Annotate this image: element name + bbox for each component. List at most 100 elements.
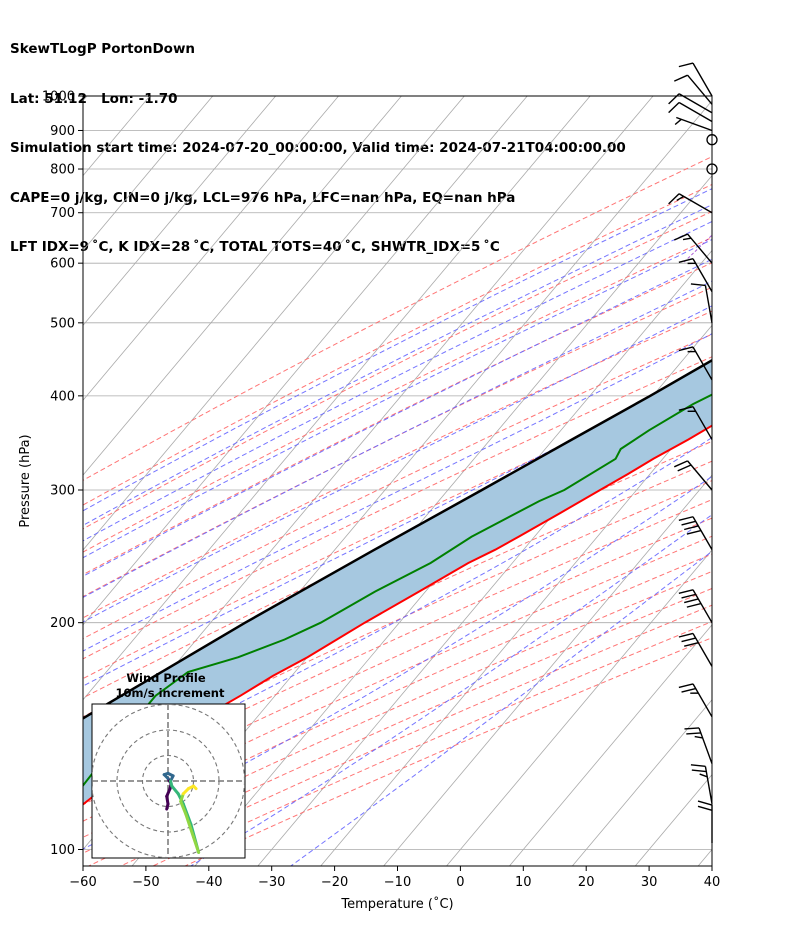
hodograph-content bbox=[92, 704, 245, 858]
barb-feather bbox=[686, 529, 702, 535]
y-tick-label: 1000 bbox=[42, 90, 75, 105]
wind-barb bbox=[678, 589, 713, 624]
hodograph-title: Wind Profile bbox=[126, 671, 206, 685]
barb-staff bbox=[692, 516, 713, 551]
moist-adiabat bbox=[83, 220, 712, 542]
barb-feather bbox=[682, 237, 692, 241]
y-tick-label: 800 bbox=[50, 163, 75, 178]
cin-cape-shading bbox=[83, 360, 712, 805]
x-tick-label: −20 bbox=[321, 875, 348, 890]
barb-feather bbox=[694, 735, 703, 739]
mixing-ratio-line bbox=[745, 80, 794, 263]
wind-barb bbox=[678, 405, 713, 440]
barb-staff bbox=[687, 74, 713, 105]
barb-staff bbox=[692, 683, 713, 718]
barb-feather bbox=[678, 632, 694, 638]
dewpoint-line bbox=[83, 393, 712, 788]
barb-staff bbox=[692, 346, 713, 381]
barb-feather bbox=[676, 195, 685, 202]
isotherm bbox=[508, 624, 712, 866]
y-tick-label: 600 bbox=[50, 257, 75, 272]
x-tick-label: −30 bbox=[258, 875, 285, 890]
y-tick-label: 500 bbox=[50, 316, 75, 331]
y-tick-label: 100 bbox=[50, 843, 75, 858]
barb-feather bbox=[673, 74, 688, 82]
barb-staff bbox=[692, 633, 713, 667]
barb-staff bbox=[692, 589, 713, 624]
wind-barbs bbox=[668, 62, 718, 844]
barb-staff bbox=[687, 460, 713, 491]
barb-feather bbox=[699, 773, 708, 778]
barb-feather bbox=[668, 93, 680, 105]
y-tick-label: 900 bbox=[50, 124, 75, 139]
y-tick-label: 700 bbox=[50, 206, 75, 221]
barb-staff bbox=[704, 285, 713, 323]
barb-feather bbox=[681, 637, 696, 643]
barb-feather bbox=[686, 732, 701, 735]
x-tick-label: 30 bbox=[641, 875, 658, 890]
x-tick-label: 20 bbox=[578, 875, 595, 890]
wind-barb bbox=[678, 516, 713, 551]
dry-adiabat bbox=[184, 637, 712, 866]
barb-feather bbox=[678, 516, 694, 521]
wind-barb bbox=[673, 460, 713, 491]
moist-adiabat bbox=[83, 364, 712, 687]
barb-feather bbox=[673, 233, 688, 241]
wind-barb bbox=[673, 233, 713, 264]
isotherm bbox=[383, 474, 712, 866]
x-tick-label: 40 bbox=[704, 875, 721, 890]
wind-barb bbox=[690, 764, 713, 804]
hodograph-segment bbox=[170, 784, 180, 796]
hodograph-segment bbox=[192, 784, 198, 791]
barb-feather bbox=[691, 769, 707, 773]
isotherm bbox=[83, 96, 465, 551]
isotherm bbox=[634, 773, 712, 866]
barb-feather bbox=[681, 687, 696, 693]
moist-adiabat bbox=[83, 305, 712, 623]
barb-feather bbox=[677, 464, 692, 472]
isotherm bbox=[83, 96, 402, 476]
barb-staff bbox=[676, 116, 713, 132]
barb-feather bbox=[686, 602, 702, 608]
barb-feather bbox=[678, 62, 694, 68]
barb-feather bbox=[684, 727, 700, 730]
barb-staff bbox=[692, 258, 713, 292]
wind-barb bbox=[697, 800, 713, 844]
hodograph-segment bbox=[192, 835, 201, 854]
header-indices: LFT IDX=9 ˚C, K IDX=28 ˚C, TOTAL TOTS=40… bbox=[10, 239, 500, 255]
header-times: Simulation start time: 2024-07-20_00:00:… bbox=[10, 140, 626, 156]
barb-staff bbox=[687, 233, 713, 264]
barb-feather bbox=[678, 258, 694, 263]
wind-barb bbox=[678, 62, 713, 97]
dry-adiabat bbox=[83, 570, 712, 854]
moist-adiabat bbox=[83, 238, 712, 559]
barb-feather bbox=[690, 283, 706, 287]
wind-barb bbox=[674, 116, 713, 132]
isotherm bbox=[83, 96, 528, 626]
isotherm bbox=[446, 549, 712, 866]
dry-adiabat bbox=[83, 378, 712, 680]
hodograph-segment bbox=[179, 799, 188, 816]
barb-staff bbox=[704, 766, 713, 804]
header-location: Lat: 51.12 Lon: -1.70 bbox=[10, 90, 178, 107]
mixing-ratio-line bbox=[682, 234, 712, 264]
barb-staff bbox=[678, 193, 713, 214]
isotherm bbox=[571, 699, 712, 866]
barb-feather bbox=[668, 193, 680, 205]
dry-adiabat bbox=[83, 156, 712, 481]
barb-feather bbox=[681, 593, 696, 599]
barb-feather bbox=[684, 525, 699, 531]
barb-feather bbox=[678, 346, 694, 352]
header: SkewTLogP PortonDown Lat: 51.12 Lon: -1.… bbox=[10, 8, 626, 272]
wind-barb bbox=[678, 346, 713, 381]
x-tick-label: −40 bbox=[195, 875, 222, 890]
barb-feather bbox=[673, 460, 688, 468]
isotherm bbox=[194, 249, 712, 866]
isotherm bbox=[83, 96, 591, 701]
barb-staff bbox=[692, 62, 713, 97]
wind-barb bbox=[690, 283, 713, 323]
barb-staff bbox=[698, 727, 713, 764]
wind-barb bbox=[684, 727, 713, 764]
barb-feather bbox=[697, 805, 713, 812]
header-title: SkewTLogP PortonDown bbox=[10, 41, 196, 57]
